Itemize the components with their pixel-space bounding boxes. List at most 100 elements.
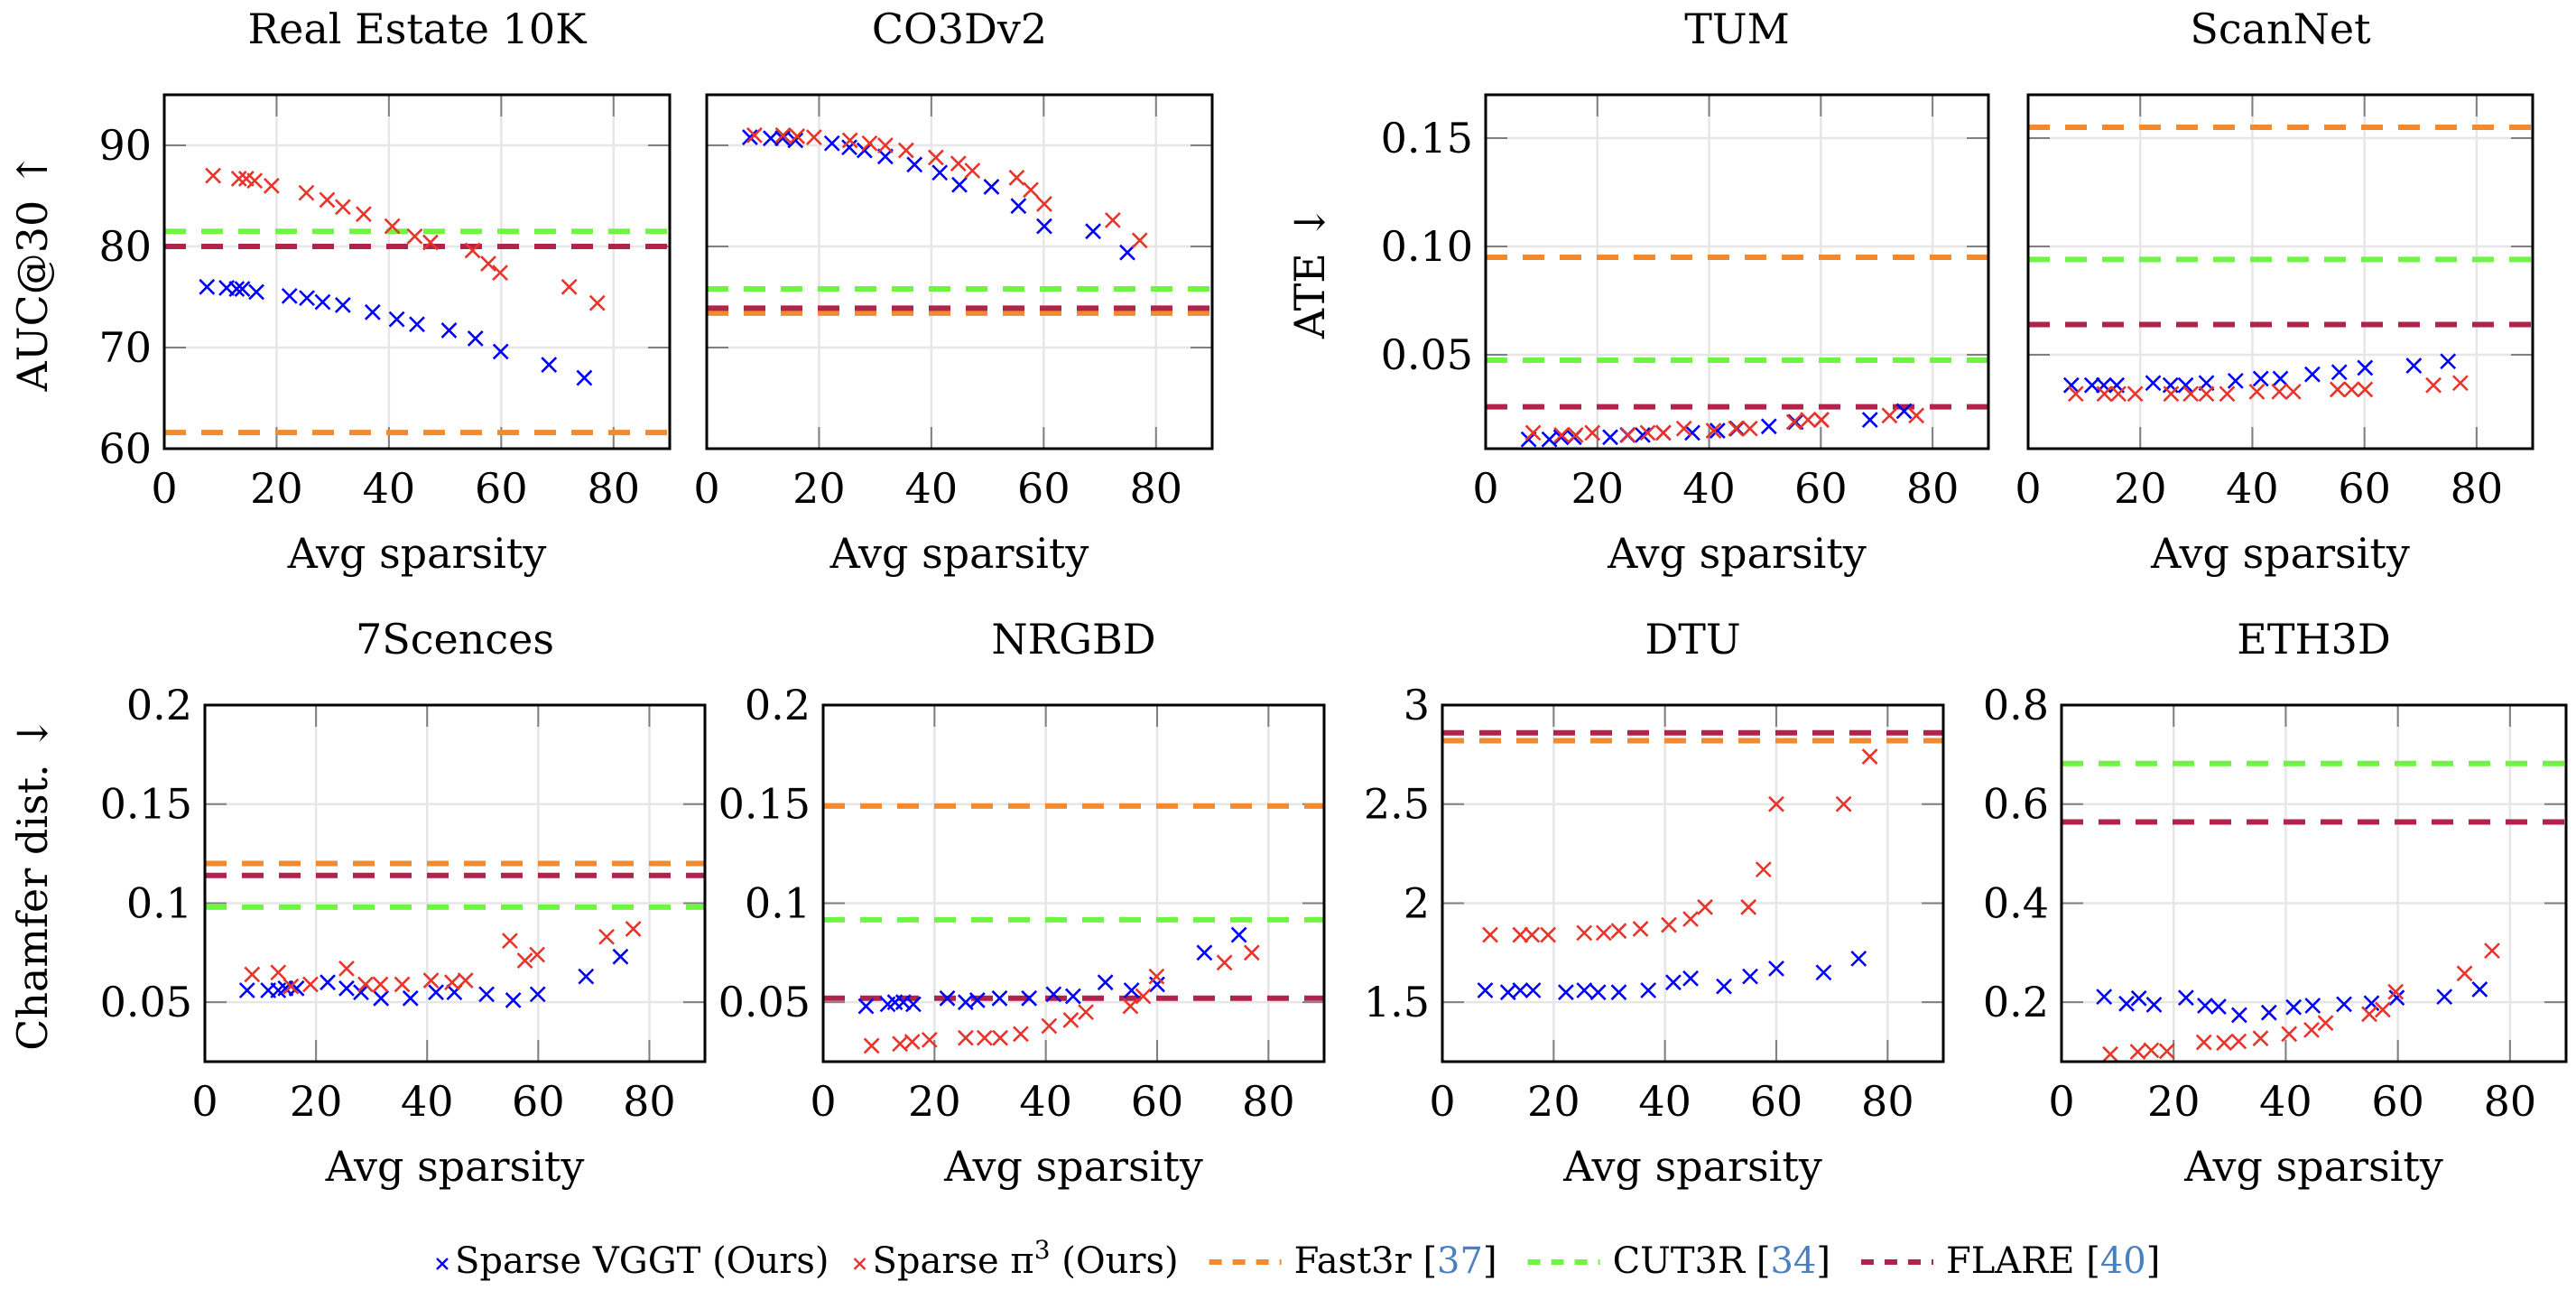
legend-label: CUT3R [34] [1613, 1240, 1830, 1282]
point-pi3 [1741, 420, 1758, 437]
point-vggt [1589, 984, 1607, 1001]
plot-frame [162, 93, 672, 450]
point-vggt [612, 948, 629, 965]
x-tick-label: 60 [512, 1077, 565, 1126]
legend-citation-link[interactable]: 37 [1437, 1240, 1483, 1282]
point-vggt [2285, 998, 2303, 1016]
point-vggt [478, 986, 496, 1003]
point-vggt [1861, 412, 1878, 428]
x-tick-label: 0 [2048, 1077, 2074, 1126]
series-pi3 [244, 921, 642, 995]
point-pi3 [1654, 424, 1672, 441]
point-pi3 [1785, 413, 1802, 431]
baselines [164, 228, 670, 436]
point-pi3 [1813, 412, 1830, 428]
point-vggt [904, 996, 922, 1013]
y-tick-label: 0.2 [1983, 978, 2049, 1026]
y-tick-label: 0.15 [100, 780, 192, 829]
point-vggt [1815, 964, 1832, 981]
x-axis-label: Avg sparsity [1562, 1142, 1822, 1191]
point-vggt [2118, 995, 2135, 1012]
point-pi3 [394, 976, 411, 993]
point-vggt [1634, 426, 1651, 443]
point-pi3 [492, 265, 509, 282]
point-vggt [2304, 998, 2321, 1014]
point-pi3 [1728, 420, 1745, 437]
point-pi3 [1553, 426, 1571, 443]
point-pi3 [2374, 1001, 2391, 1018]
point-pi3 [1697, 898, 1713, 915]
grid [1486, 95, 1988, 449]
y-axis-label: ATE ↓ [1285, 205, 1334, 339]
legend-item-vggt: Sparse VGGT (Ours) [436, 1240, 829, 1282]
point-vggt [409, 316, 425, 333]
point-pi3 [957, 1029, 974, 1046]
point-pi3 [1682, 911, 1699, 927]
panel-tum: 0 20 40 60 80 0.05 0.10 0.15 TUM Avg sparsity ATE … [1285, 5, 1990, 578]
legend-citation-link[interactable]: 40 [2100, 1240, 2146, 1282]
x-tick-label: 80 [588, 464, 641, 513]
point-vggt [841, 139, 857, 156]
point-pi3 [561, 278, 578, 295]
x-tick-label: 60 [1750, 1077, 1803, 1126]
point-vggt [334, 297, 351, 313]
y-tick-label: 0.6 [1983, 780, 2049, 829]
point-vggt [402, 989, 419, 1007]
point-vggt [541, 357, 558, 373]
point-vggt [741, 129, 758, 145]
point-pi3 [588, 294, 606, 311]
y-tick-label: 0.05 [100, 978, 192, 1026]
point-pi3 [302, 976, 319, 993]
legend-label-text: CUT3R [1613, 1240, 1756, 1282]
point-pi3 [1908, 407, 1925, 424]
y-tick-label: 1.5 [1364, 978, 1430, 1026]
point-vggt [1045, 986, 1062, 1003]
point-vggt [338, 979, 355, 997]
point-vggt [1895, 403, 1913, 420]
legend-label-text: Sparse VGGT (Ours) [455, 1240, 829, 1282]
point-pi3 [1540, 926, 1557, 943]
point-pi3 [1835, 795, 1852, 812]
x-tick-label: 0 [2015, 464, 2041, 513]
y-tick-label: 0.8 [1983, 681, 2049, 729]
x-tick-label: 40 [2226, 464, 2279, 513]
y-tick-label: 90 [98, 121, 152, 170]
point-vggt [1665, 974, 1682, 991]
point-pi3 [1675, 420, 1692, 437]
grid [205, 705, 705, 1062]
point-pi3 [921, 1031, 938, 1048]
point-vggt [2336, 996, 2352, 1013]
point-vggt [1010, 198, 1027, 215]
x-tick-label: 80 [1906, 464, 1960, 513]
x-axis-label: Avg sparsity [287, 529, 547, 578]
x-tick-label: 20 [2147, 1077, 2201, 1126]
point-pi3 [480, 255, 496, 272]
legend-bracket-close: ] [1483, 1240, 1497, 1282]
x-tick-label: 60 [475, 464, 528, 513]
point-pi3 [1062, 1012, 1080, 1028]
point-pi3 [230, 171, 247, 187]
point-vggt [228, 281, 246, 297]
point-pi3 [1632, 921, 1649, 937]
legend-bracket-close: ] [2146, 1240, 2161, 1282]
point-pi3 [1610, 923, 1627, 940]
point-pi3 [422, 972, 440, 989]
legend-marker-vggt [436, 1258, 449, 1270]
point-vggt [1787, 413, 1804, 431]
x-tick-label: 40 [401, 1077, 454, 1126]
point-pi3 [746, 126, 763, 144]
baselines [205, 860, 705, 910]
point-pi3 [283, 978, 300, 995]
x-tick-label: 80 [1130, 464, 1183, 513]
point-vggt [2210, 998, 2227, 1016]
legend-citation-link[interactable]: 34 [1770, 1240, 1816, 1282]
point-pi3 [2451, 375, 2469, 392]
point-pi3 [861, 135, 878, 152]
point-vggt [288, 979, 305, 997]
point-vggt [991, 989, 1008, 1007]
point-vggt [467, 330, 484, 347]
series-vggt [238, 948, 629, 1008]
panel-nrgbd: 0 20 40 60 80 0.05 0.1 0.15 0.2 NRGBD Avg sparsity [718, 615, 1326, 1191]
point-pi3 [2158, 1043, 2175, 1060]
point-vggt [2177, 989, 2194, 1007]
